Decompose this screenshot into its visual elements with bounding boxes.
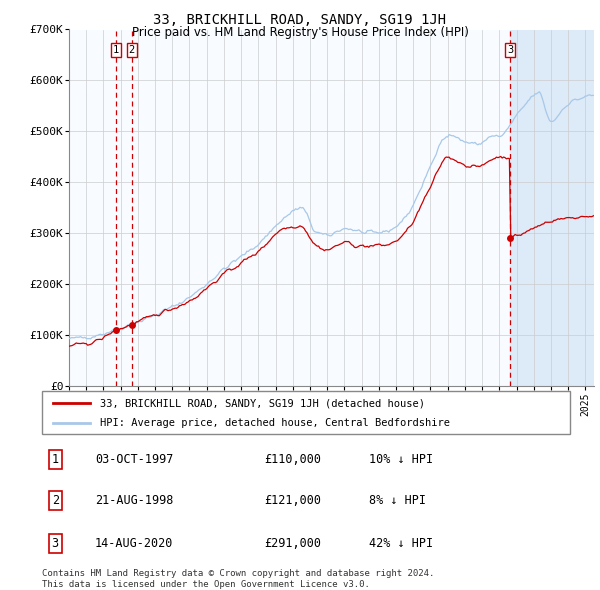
Text: 33, BRICKHILL ROAD, SANDY, SG19 1JH: 33, BRICKHILL ROAD, SANDY, SG19 1JH xyxy=(154,13,446,27)
Text: 42% ↓ HPI: 42% ↓ HPI xyxy=(370,537,433,550)
Text: 8% ↓ HPI: 8% ↓ HPI xyxy=(370,494,427,507)
Text: 10% ↓ HPI: 10% ↓ HPI xyxy=(370,453,433,466)
Bar xyxy=(510,30,600,386)
Text: 2: 2 xyxy=(128,45,135,55)
Text: 3: 3 xyxy=(52,537,59,550)
Text: 21-AUG-1998: 21-AUG-1998 xyxy=(95,494,173,507)
FancyBboxPatch shape xyxy=(42,391,570,434)
Text: £110,000: £110,000 xyxy=(264,453,321,466)
Text: £121,000: £121,000 xyxy=(264,494,321,507)
Text: 14-AUG-2020: 14-AUG-2020 xyxy=(95,537,173,550)
Text: 03-OCT-1997: 03-OCT-1997 xyxy=(95,453,173,466)
Text: 1: 1 xyxy=(52,453,59,466)
Text: Price paid vs. HM Land Registry's House Price Index (HPI): Price paid vs. HM Land Registry's House … xyxy=(131,26,469,39)
Text: Contains HM Land Registry data © Crown copyright and database right 2024.
This d: Contains HM Land Registry data © Crown c… xyxy=(42,569,434,589)
Text: HPI: Average price, detached house, Central Bedfordshire: HPI: Average price, detached house, Cent… xyxy=(100,418,450,428)
Text: 1: 1 xyxy=(113,45,119,55)
Text: 3: 3 xyxy=(507,45,513,55)
Text: 33, BRICKHILL ROAD, SANDY, SG19 1JH (detached house): 33, BRICKHILL ROAD, SANDY, SG19 1JH (det… xyxy=(100,398,425,408)
Text: £291,000: £291,000 xyxy=(264,537,321,550)
Text: 2: 2 xyxy=(52,494,59,507)
